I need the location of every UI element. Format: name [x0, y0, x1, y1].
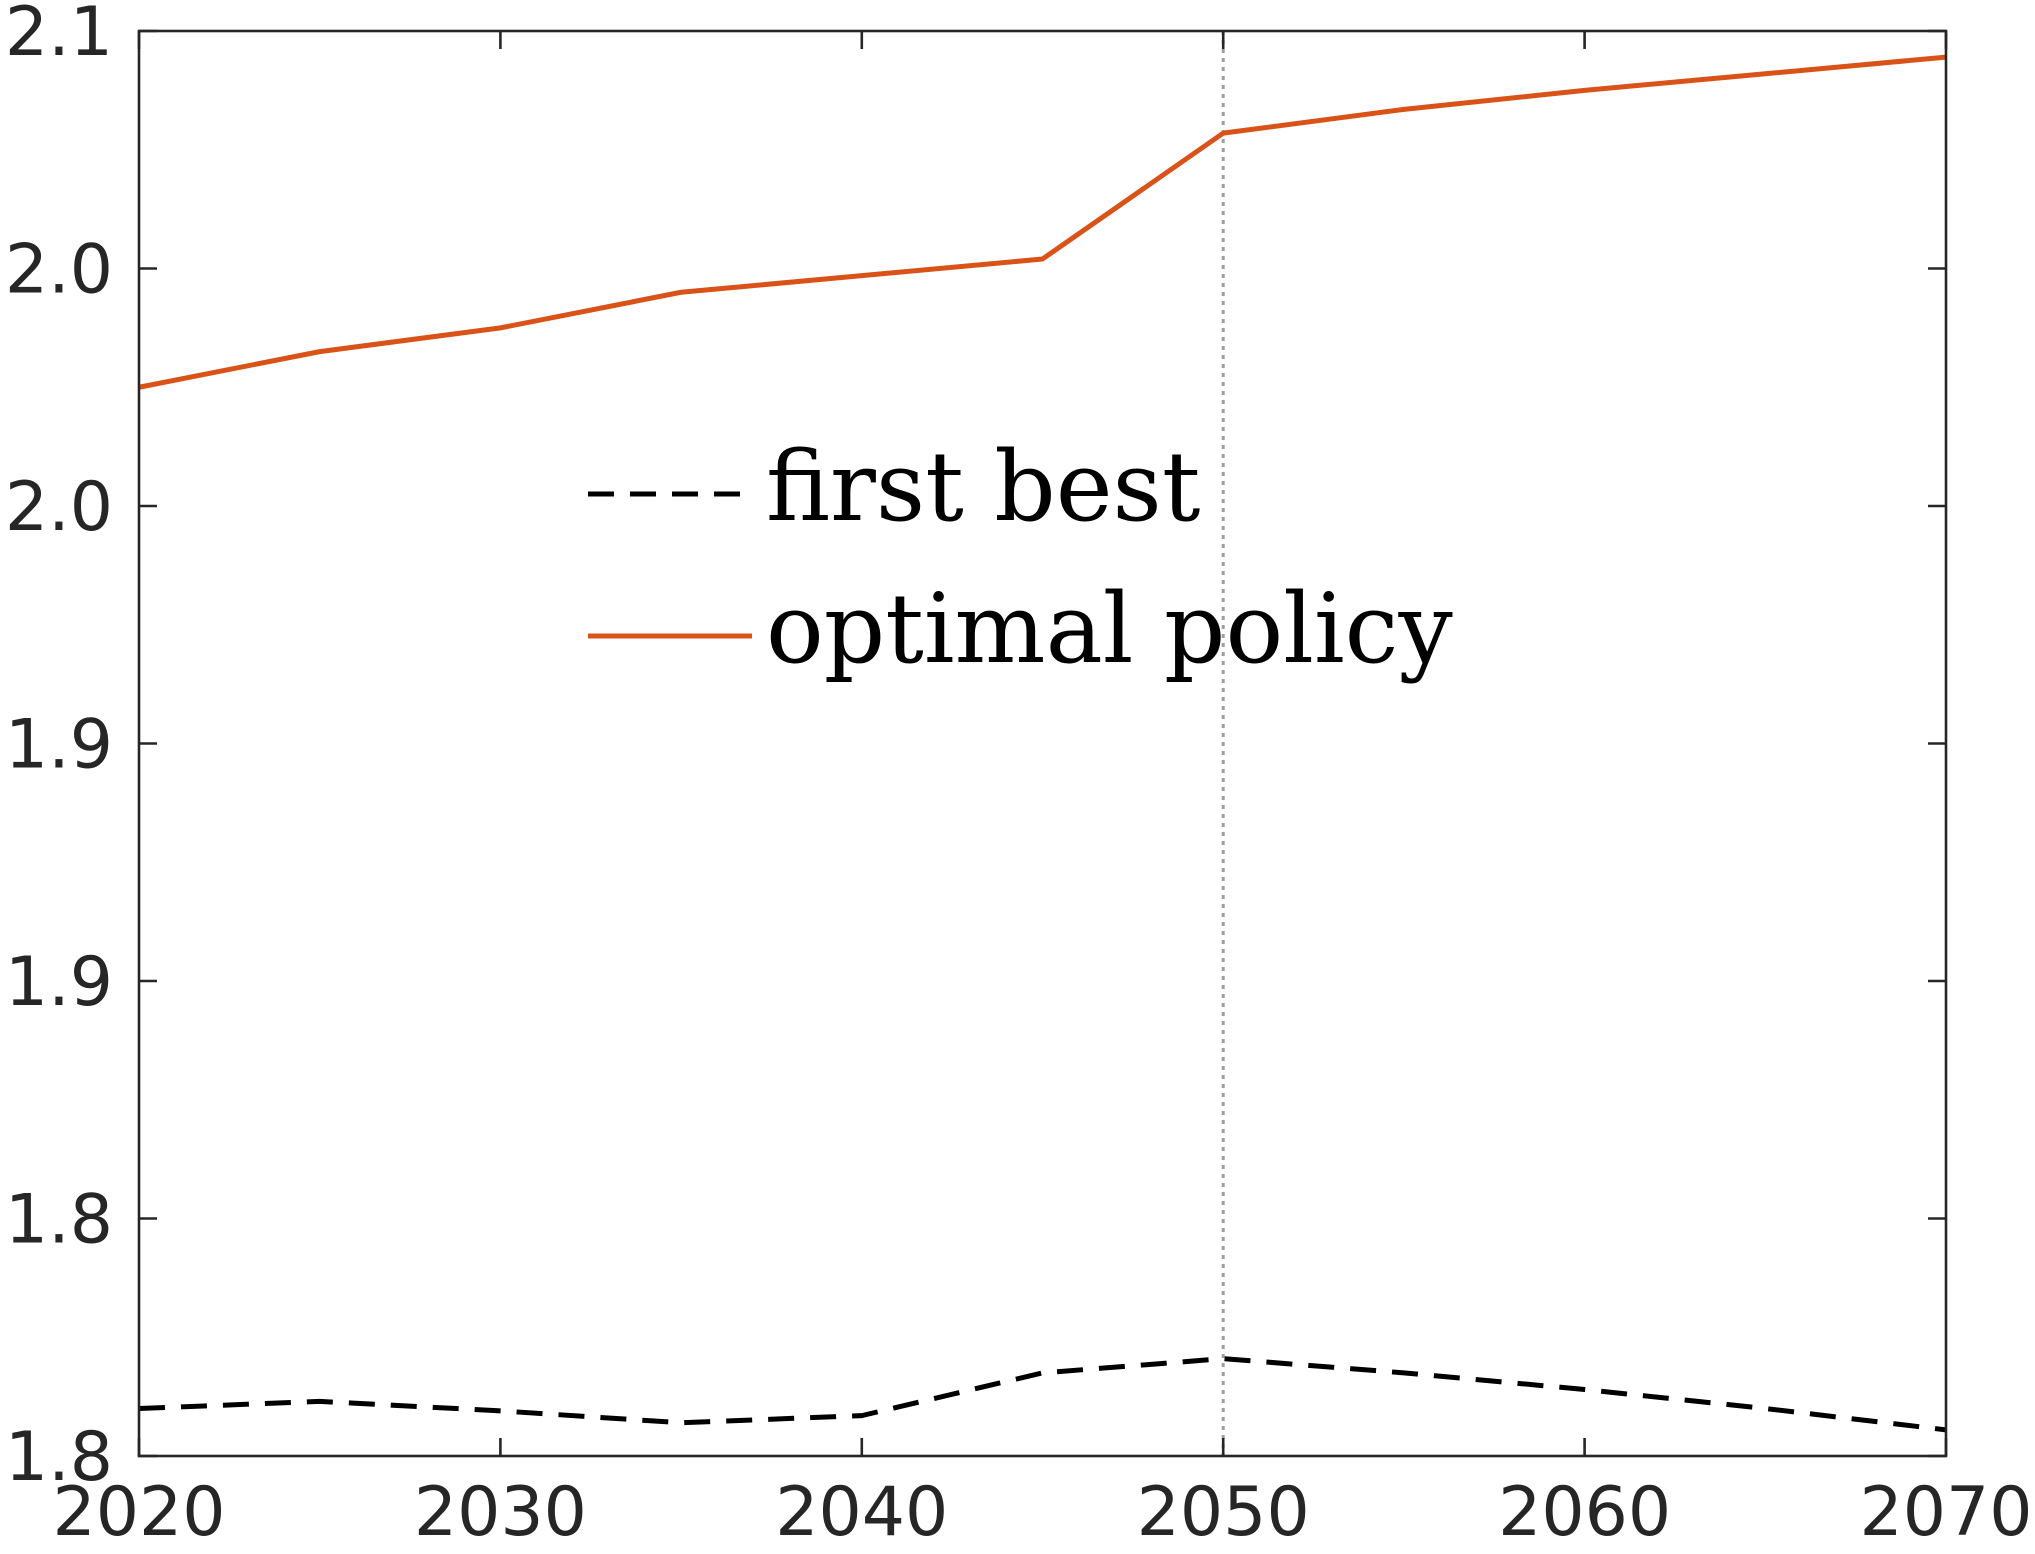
- x-tick-label: 2070: [1859, 1473, 2032, 1552]
- data-point-optimal-policy: [1401, 107, 1406, 112]
- series-line-first-best: [138, 1356, 1947, 1433]
- legend-label-optimal-policy: optimal policy: [766, 573, 1453, 685]
- data-point-first-best: [1401, 1370, 1406, 1375]
- y-tick-label: 2.0: [5, 231, 113, 310]
- data-point-optimal-policy: [498, 325, 503, 330]
- data-point-optimal-policy: [317, 349, 322, 354]
- data-point-optimal-policy: [679, 290, 684, 295]
- data-point-optimal-policy: [859, 273, 864, 278]
- x-tick-label: 2050: [1137, 1473, 1310, 1552]
- data-point-first-best: [1582, 1387, 1587, 1392]
- series-layer: [138, 54, 1947, 1433]
- data-point-first-best: [1040, 1370, 1045, 1375]
- x-tick-label: 2030: [414, 1473, 587, 1552]
- data-point-first-best: [679, 1420, 684, 1425]
- data-point-optimal-policy: [1040, 257, 1045, 262]
- legend-label-first-best: first best: [766, 431, 1200, 543]
- y-tick-label: 2.1: [5, 0, 113, 72]
- legend: first best optimal policy: [588, 431, 1453, 685]
- data-point-optimal-policy: [1221, 131, 1226, 136]
- y-tick-label: 2.0: [5, 468, 113, 547]
- data-point-first-best: [498, 1408, 503, 1413]
- data-point-first-best: [317, 1399, 322, 1404]
- data-point-optimal-policy: [1582, 88, 1587, 93]
- axis-tick-labels: 2020 2030 2040 2050 2060 2070 1.8 1.8 1.9 1.9 2.0 2…: [5, 0, 2033, 1552]
- y-tick-label: 1.9: [5, 943, 113, 1022]
- x-tick-label: 2040: [775, 1473, 948, 1552]
- y-tick-label: 1.8: [5, 1181, 113, 1260]
- x-tick-label: 2060: [1498, 1473, 1671, 1552]
- y-tick-label: 1.9: [5, 706, 113, 785]
- data-point-first-best: [859, 1413, 864, 1418]
- x-tick-label: 2020: [52, 1473, 225, 1552]
- data-point-optimal-policy: [1763, 71, 1768, 76]
- axes-box: [137, 29, 1948, 1458]
- data-point-first-best: [1221, 1356, 1226, 1361]
- series-line-optimal-policy: [138, 54, 1947, 390]
- y-tick-label: 1.8: [5, 1418, 113, 1497]
- data-point-first-best: [1763, 1406, 1768, 1411]
